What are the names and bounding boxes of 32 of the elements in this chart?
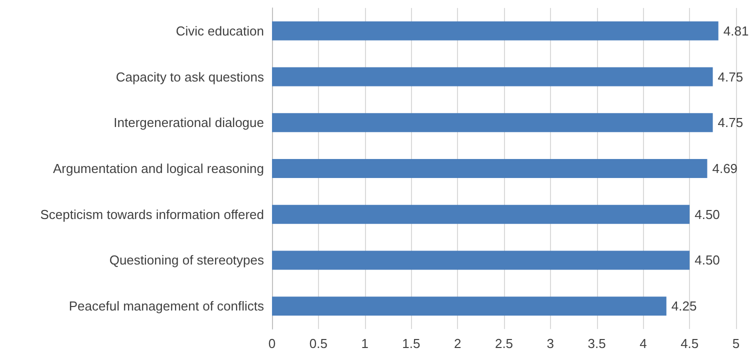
data-label: 4.81	[723, 23, 749, 38]
y-tick-label: Civic education	[176, 23, 264, 38]
bar	[272, 159, 708, 178]
x-tick-label: 1.5	[402, 336, 420, 351]
x-tick-label: 0	[268, 336, 276, 351]
data-label: 4.50	[694, 206, 720, 222]
y-tick-label: Scepticism towards information offered	[40, 206, 264, 222]
y-tick-label: Capacity to ask questions	[116, 69, 264, 84]
data-label: 4.75	[718, 115, 744, 130]
x-tick-label: 2.5	[494, 336, 514, 351]
x-tick-label: 2	[454, 336, 462, 351]
x-tick-label: 3	[546, 336, 554, 351]
x-tick-label: 5	[732, 336, 740, 351]
x-tick-label: 4	[640, 336, 647, 351]
bar	[272, 67, 713, 86]
data-label: 4.50	[694, 252, 720, 268]
data-label: 4.25	[671, 298, 697, 314]
y-tick-label: Questioning of stereotypes	[109, 252, 264, 268]
bar	[272, 113, 713, 132]
data-label: 4.69	[712, 161, 738, 176]
x-tick-label: 4.5	[680, 336, 699, 351]
y-tick-label: Intergenerational dialogue	[114, 115, 264, 130]
x-tick-label: 3.5	[588, 336, 606, 351]
bar	[272, 250, 690, 270]
bar	[272, 296, 666, 316]
x-tick-label: 1	[361, 336, 368, 351]
bar	[272, 204, 690, 224]
y-tick-label: Peaceful management of conflicts	[68, 298, 264, 314]
x-tick-label: 0.5	[309, 336, 328, 351]
bar	[272, 21, 718, 40]
y-tick-label: Argumentation and logical reasoning	[52, 161, 264, 176]
data-label: 4.75	[718, 69, 744, 84]
